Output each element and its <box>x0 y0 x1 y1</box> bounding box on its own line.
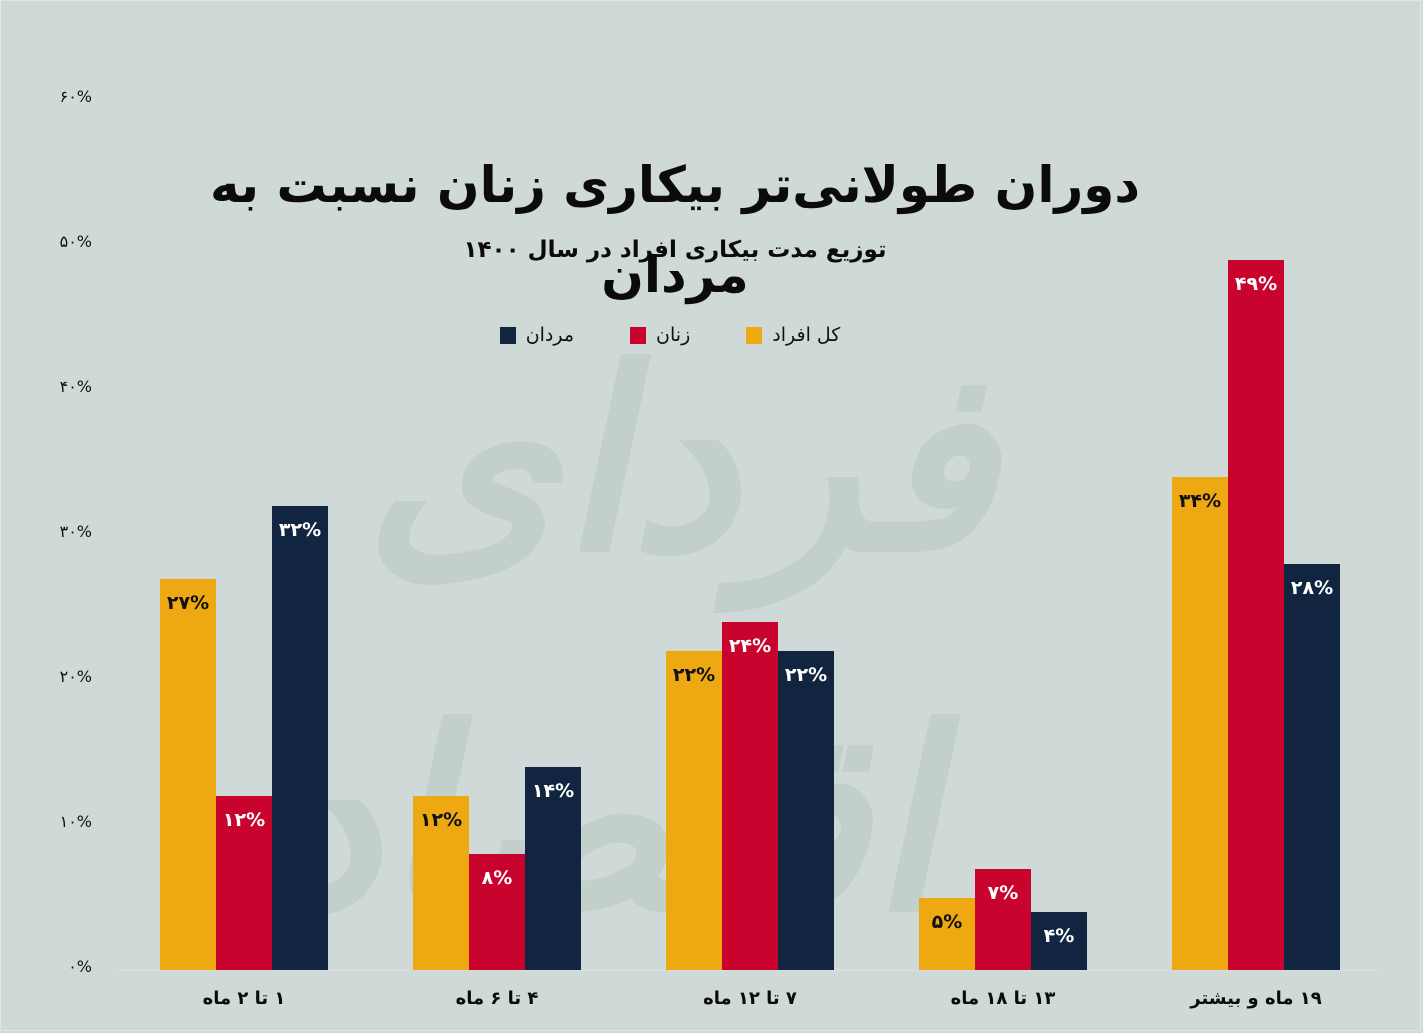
bar-women: ۷% <box>975 868 1031 970</box>
legend-item-women: زنان <box>630 324 690 346</box>
y-tick-label: ۲۰% <box>59 667 92 686</box>
legend-swatch-total <box>746 326 763 344</box>
bar-value-label: ۱۴% <box>531 780 575 802</box>
bar-men: ۴% <box>1031 912 1087 970</box>
bar-value-label: ۲۴% <box>728 635 772 657</box>
legend-item-men: مردان <box>499 324 575 346</box>
bar-men: ۲۸% <box>1284 564 1340 970</box>
bar-value-label: ۴% <box>1043 925 1075 947</box>
bar-total: ۲۲% <box>666 651 722 970</box>
bar-total: ۳۴% <box>1172 477 1228 970</box>
bar-women: ۸% <box>469 854 525 970</box>
bar-women: ۴۹% <box>1228 259 1284 970</box>
y-tick-label: ۰% <box>68 957 92 976</box>
y-tick-label: ۳۰% <box>59 522 92 541</box>
y-tick-label: ۴۰% <box>59 377 92 396</box>
bar-value-label: ۸% <box>481 867 513 889</box>
legend-swatch-women <box>630 326 647 344</box>
x-tick-label: ۱ تا ۲ ماه <box>202 988 286 1009</box>
legend: کل افراد زنان مردان <box>470 318 870 352</box>
bar-women: ۱۲% <box>216 796 272 970</box>
bar-value-label: ۴۹% <box>1234 272 1278 295</box>
bar-value-label: ۵% <box>931 910 963 933</box>
legend-label: زنان <box>656 324 691 346</box>
bar-total: ۱۲% <box>413 796 469 970</box>
bar-value-label: ۲۲% <box>672 664 716 686</box>
legend-label: کل افراد <box>772 324 841 346</box>
bar-value-label: ۳۴% <box>1178 490 1222 512</box>
bar-men: ۲۲% <box>778 651 834 970</box>
x-axis-line <box>118 969 1380 971</box>
bar-value-label: ۲۷% <box>166 591 210 614</box>
bar-total: ۵% <box>919 897 975 970</box>
x-tick-label: ۴ تا ۶ ماه <box>455 988 539 1009</box>
legend-label: مردان <box>525 324 575 346</box>
chart-subtitle: توزیع مدت بیکاری افراد در سال ۱۴۰۰ <box>463 237 887 263</box>
y-tick-label: ۶۰% <box>59 87 92 106</box>
bar-men: ۳۲% <box>272 506 328 970</box>
y-tick-label: ۱۰% <box>59 812 92 831</box>
x-tick-label: ۱۹ ماه و بیشتر <box>1190 988 1322 1009</box>
bar-value-label: ۲۲% <box>784 664 828 686</box>
legend-swatch-men <box>499 326 516 344</box>
bar-total: ۲۷% <box>160 578 216 970</box>
bar-value-label: ۲۸% <box>1290 577 1334 599</box>
bar-value-label: ۱۲% <box>222 809 266 831</box>
y-tick-label: ۵۰% <box>59 232 92 251</box>
bar-value-label: ۳۲% <box>278 519 322 541</box>
bar-value-label: ۷% <box>987 881 1019 904</box>
bar-value-label: ۱۲% <box>419 809 463 831</box>
legend-item-total: کل افراد <box>746 324 840 346</box>
bar-men: ۱۴% <box>525 767 581 970</box>
x-tick-label: ۷ تا ۱۲ ماه <box>703 988 797 1009</box>
bar-women: ۲۴% <box>722 622 778 970</box>
chart-title: دوران طولانی‌تر بیکاری زنان نسبت به مردا… <box>209 156 1141 304</box>
x-tick-label: ۱۳ تا ۱۸ ماه <box>950 988 1056 1009</box>
